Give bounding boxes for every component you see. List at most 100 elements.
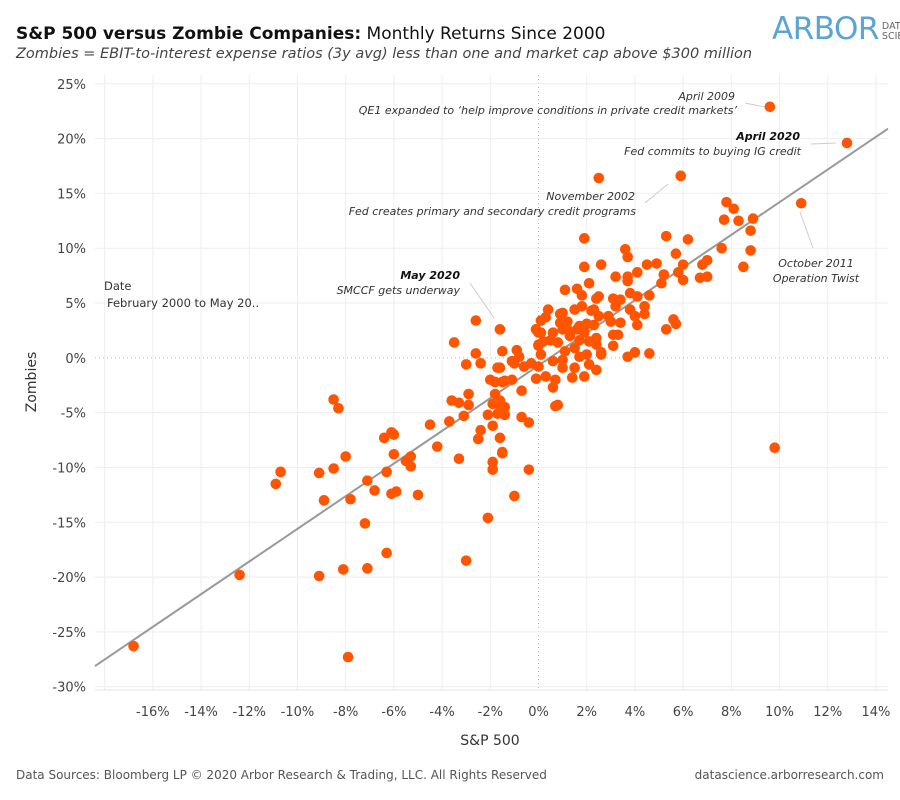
data-point[interactable] — [769, 442, 781, 454]
data-point[interactable] — [359, 518, 371, 529]
data-point[interactable] — [313, 570, 325, 582]
data-point[interactable] — [660, 230, 672, 242]
data-point[interactable] — [431, 441, 443, 452]
data-point[interactable] — [632, 291, 643, 302]
data-point[interactable] — [629, 347, 641, 358]
data-point[interactable] — [610, 271, 621, 283]
data-point[interactable] — [523, 464, 535, 475]
data-point[interactable] — [564, 330, 576, 342]
data-point[interactable] — [644, 290, 655, 301]
data-point[interactable] — [472, 433, 484, 445]
data-point[interactable] — [533, 361, 544, 372]
data-point[interactable] — [535, 327, 547, 338]
data-point[interactable] — [607, 340, 619, 352]
data-point[interactable] — [494, 362, 506, 374]
data-point[interactable] — [460, 359, 472, 370]
data-point[interactable] — [381, 547, 392, 559]
data-point[interactable] — [569, 304, 580, 315]
data-point[interactable] — [412, 489, 424, 501]
data-point[interactable] — [369, 485, 380, 496]
data-point[interactable] — [362, 563, 373, 574]
data-point[interactable] — [444, 416, 455, 427]
data-point[interactable] — [578, 371, 590, 382]
data-point[interactable] — [610, 301, 621, 312]
data-point[interactable] — [487, 456, 499, 468]
data-point[interactable] — [644, 348, 655, 359]
data-point[interactable] — [733, 215, 744, 227]
data-point[interactable] — [516, 385, 527, 397]
data-point[interactable] — [552, 337, 564, 348]
data-point[interactable] — [554, 308, 566, 320]
data-point[interactable] — [670, 248, 682, 259]
data-point[interactable] — [591, 339, 602, 350]
data-point[interactable] — [595, 347, 607, 358]
data-point[interactable] — [313, 467, 325, 479]
data-point[interactable] — [475, 358, 486, 369]
data-point[interactable] — [583, 359, 595, 370]
data-point[interactable] — [639, 308, 650, 320]
data-point[interactable] — [270, 478, 282, 490]
data-point[interactable] — [463, 388, 474, 400]
data-point[interactable] — [559, 284, 571, 296]
data-point[interactable] — [658, 269, 670, 280]
data-point[interactable] — [591, 364, 602, 376]
data-point[interactable] — [547, 382, 559, 393]
data-point[interactable] — [677, 259, 689, 270]
data-point[interactable] — [482, 512, 494, 524]
data-point[interactable] — [745, 225, 756, 236]
data-point[interactable] — [234, 569, 245, 581]
data-point[interactable] — [738, 261, 749, 273]
data-point[interactable] — [566, 372, 578, 383]
data-point[interactable] — [318, 495, 330, 506]
data-point[interactable] — [622, 251, 633, 263]
data-point[interactable] — [497, 446, 508, 458]
data-point[interactable] — [562, 316, 573, 327]
data-point[interactable] — [595, 259, 607, 270]
data-point[interactable] — [694, 272, 706, 284]
data-point[interactable] — [639, 301, 650, 312]
data-point[interactable] — [388, 449, 400, 460]
data-point[interactable] — [651, 258, 662, 269]
data-point[interactable] — [535, 315, 547, 326]
data-point[interactable] — [405, 451, 417, 462]
data-point[interactable] — [569, 342, 580, 354]
data-point[interactable] — [497, 345, 508, 357]
data-point[interactable] — [559, 345, 571, 357]
data-point[interactable] — [494, 324, 506, 335]
data-point[interactable] — [463, 399, 474, 411]
data-point[interactable] — [550, 400, 561, 412]
data-point[interactable] — [588, 319, 600, 331]
data-point[interactable] — [540, 371, 552, 382]
data-point[interactable] — [509, 490, 520, 502]
data-point[interactable] — [337, 564, 349, 575]
data-point[interactable] — [470, 315, 482, 326]
data-point[interactable] — [697, 259, 708, 270]
data-point[interactable] — [424, 419, 436, 431]
data-point[interactable] — [571, 324, 583, 335]
data-point[interactable] — [670, 318, 682, 330]
data-point[interactable] — [586, 305, 597, 316]
data-point[interactable] — [405, 461, 417, 472]
data-point[interactable] — [328, 463, 339, 474]
data-point[interactable] — [624, 304, 636, 315]
data-point[interactable] — [381, 466, 392, 478]
data-point[interactable] — [470, 348, 482, 359]
data-point[interactable] — [530, 373, 542, 384]
data-point[interactable] — [574, 334, 585, 346]
date-filter-value[interactable]: February 2000 to May 20.. — [107, 296, 260, 310]
data-point[interactable] — [841, 137, 853, 149]
data-point[interactable] — [721, 196, 732, 208]
data-point[interactable] — [728, 203, 740, 215]
data-point[interactable] — [494, 432, 506, 444]
data-point[interactable] — [632, 319, 643, 331]
data-point[interactable] — [795, 197, 807, 209]
data-point[interactable] — [275, 466, 286, 478]
data-point[interactable] — [448, 337, 460, 348]
data-point[interactable] — [345, 493, 356, 505]
data-point[interactable] — [622, 275, 633, 287]
data-point[interactable] — [747, 213, 759, 224]
data-point[interactable] — [673, 267, 684, 278]
data-point[interactable] — [583, 277, 595, 289]
data-point[interactable] — [482, 409, 494, 421]
data-point[interactable] — [764, 101, 776, 113]
